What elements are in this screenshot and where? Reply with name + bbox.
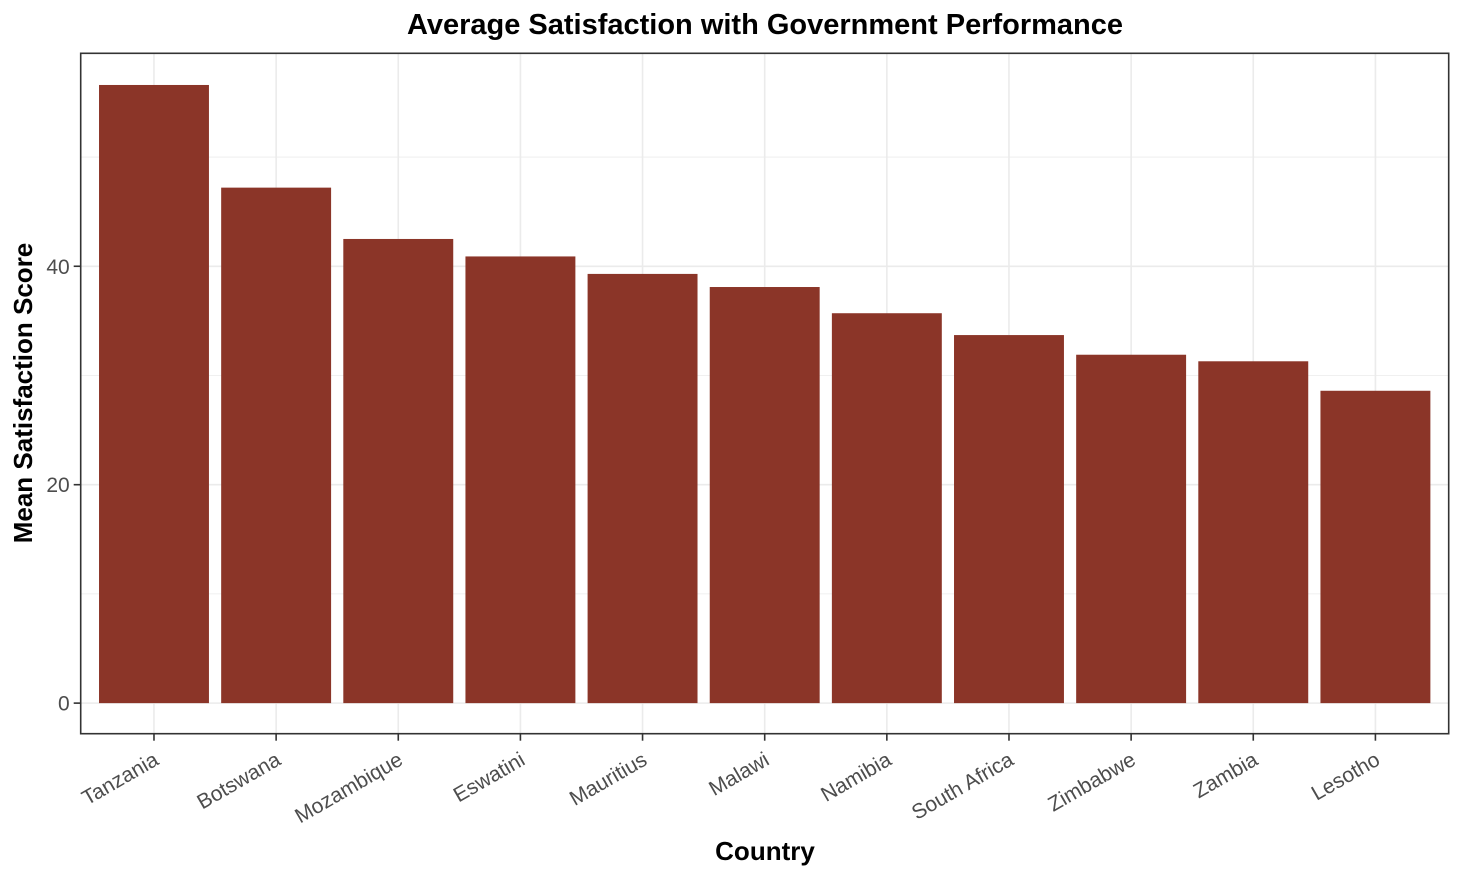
chart-title: Average Satisfaction with Government Per…	[407, 9, 1123, 41]
bar-mozambique	[343, 238, 454, 704]
bar-lesotho	[1320, 390, 1431, 704]
x-axis-title: Country	[715, 836, 815, 866]
bar-zambia	[1198, 361, 1309, 704]
bar-zimbabwe	[1076, 354, 1187, 704]
y-axis: 0 20 40	[46, 256, 81, 716]
bar-mauritius	[587, 273, 698, 704]
bar-south-africa	[954, 335, 1064, 704]
bar-namibia	[831, 313, 942, 704]
bar-layer	[99, 84, 1431, 704]
bar-eswatini	[465, 256, 576, 704]
y-tick-label: 0	[58, 693, 70, 716]
y-tick-label: 20	[46, 474, 69, 497]
bar-botswana	[221, 187, 332, 704]
bar-malawi	[709, 287, 820, 704]
bar-tanzania	[99, 84, 209, 704]
y-axis-title: Mean Satisfaction Score	[8, 243, 38, 544]
y-tick-label: 40	[46, 256, 69, 279]
